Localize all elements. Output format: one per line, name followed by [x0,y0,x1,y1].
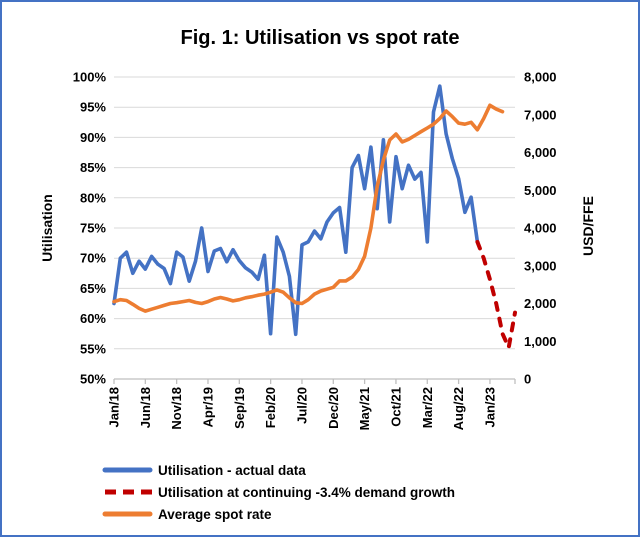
left-axis-tick-label: 75% [80,221,106,236]
right-axis-tick-label: 2,000 [524,296,557,311]
x-axis-tick-label: Sep/19 [232,387,247,429]
left-axis-tick-label: 85% [80,160,106,175]
right-axis-tick-label: 1,000 [524,334,557,349]
legend-label-spot-rate: Average spot rate [158,507,272,522]
right-axis-tick-label: 7,000 [524,107,557,122]
left-axis-title: Utilisation [39,194,55,262]
x-axis-tick-label: Nov/18 [169,387,184,430]
plot-area: 100% 95% 90% 85% 80% 75% 70% 65% 60% 55% 50% 8,000 7… [73,70,557,431]
series-utilisation-projection-line [475,239,517,350]
series-average-spot-rate-line [112,103,505,313]
x-axis-tick-label: Oct/21 [388,387,403,427]
left-axis-tick-label: 65% [80,281,106,296]
right-axis-tick-label: 5,000 [524,183,557,198]
right-axis-tick-label: 3,000 [524,258,557,273]
x-axis-tick-label: May/21 [357,387,372,430]
legend-label-utilisation-actual: Utilisation - actual data [158,463,306,478]
series-utilisation-actual-line [112,84,480,337]
x-axis-tick-label: Jul/20 [294,387,309,424]
left-axis-tick-label: 55% [80,341,106,356]
right-axis-tick-label: 4,000 [524,221,557,236]
legend-item-utilisation-projection: Utilisation at continuing -3.4% demand g… [105,485,455,500]
legend-item-utilisation-actual: Utilisation - actual data [102,463,306,478]
x-axis-tick-label: Feb/20 [263,387,278,428]
x-axis-tick-label: Apr/19 [200,387,215,427]
x-axis-tick-label: Jan/23 [482,387,497,427]
left-axis-tick-label: 60% [80,311,106,326]
x-axis-tick-label: Dec/20 [326,387,341,429]
left-axis-tick-label: 95% [80,100,106,115]
chart-title: Fig. 1: Utilisation vs spot rate [181,27,460,49]
left-axis-tick-label: 90% [80,130,106,145]
left-axis-tick-label: 70% [80,251,106,266]
x-axis-tick-label: Aug/22 [451,387,466,430]
right-axis-title: USD/FFE [580,196,596,256]
left-axis-tick-label: 50% [80,372,106,387]
right-axis-tick-label: 8,000 [524,70,557,85]
legend: Utilisation - actual data Utilisation at… [102,463,455,522]
legend-label-utilisation-projection: Utilisation at continuing -3.4% demand g… [158,485,455,500]
left-axis-tick-label: 100% [73,70,107,85]
legend-item-spot-rate: Average spot rate [102,507,272,522]
x-axis-tick-label: Mar/22 [420,387,435,428]
right-axis-tick-label: 0 [524,372,531,387]
left-axis-tick-label: 80% [80,190,106,205]
right-axis-tick-label: 6,000 [524,145,557,160]
x-axis-tick-label: Jan/18 [107,387,122,427]
x-axis-tick-label: Jun/18 [138,387,153,428]
